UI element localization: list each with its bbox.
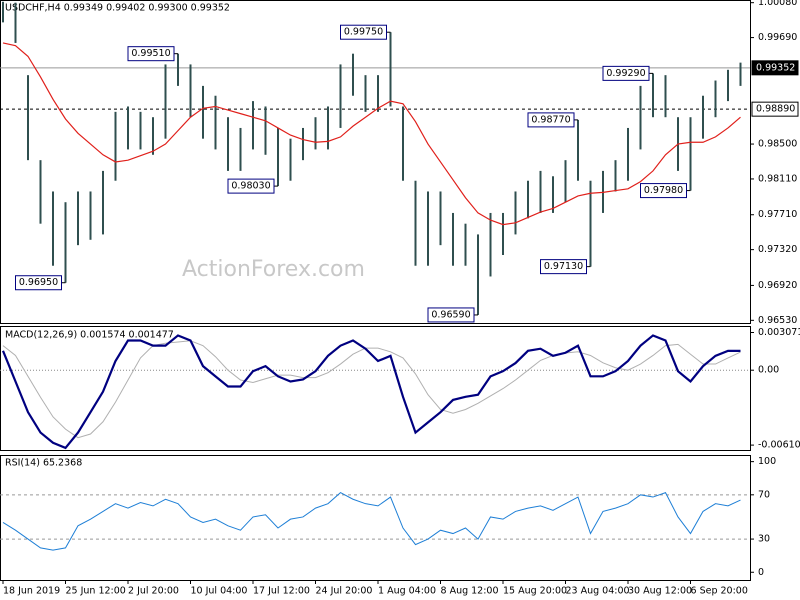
price-label-box <box>751 101 799 117</box>
y-tick-label: 0.97710 <box>758 209 797 220</box>
x-tick-label: 23 Aug 04:00 <box>566 586 630 597</box>
rsi-line <box>2 491 741 551</box>
annotation-box <box>427 307 475 323</box>
y-tick-label: 0.00 <box>758 365 779 376</box>
x-tick-label: 8 Aug 12:00 <box>441 586 499 597</box>
annotation-label: 0.99750 <box>344 27 383 38</box>
y-tick-label: 30 <box>758 534 770 545</box>
annotation-box <box>527 112 575 128</box>
x-tick-label: 15 Aug 20:00 <box>503 586 567 597</box>
y-tick-label: 0.98500 <box>758 139 797 150</box>
x-tick-label: 10 Jul 04:00 <box>191 586 248 597</box>
y-tick-label: 0.96530 <box>758 315 797 326</box>
price-label: 0.98890 <box>756 104 795 115</box>
y-tick-label: 100 <box>758 456 776 467</box>
panel-frame <box>0 326 751 451</box>
x-tick-label: 17 Jul 12:00 <box>253 586 310 597</box>
annotation-label: 0.98030 <box>231 181 270 192</box>
moving-average <box>2 42 741 226</box>
annotation-box <box>602 65 650 81</box>
x-tick-label: 18 Jun 2019 <box>3 586 60 597</box>
y-tick-label: 0.003071 <box>758 327 800 338</box>
main-title: USDCHF,H4 0.99349 0.99402 0.99300 0.9935… <box>5 3 230 14</box>
y-tick-label: 0.99690 <box>758 32 797 43</box>
x-tick-label: 6 Sep 20:00 <box>691 586 748 597</box>
macd-title: MACD(12,26,9) 0.001574 0.001477 <box>5 330 174 341</box>
annotation-label: 0.97130 <box>544 261 583 272</box>
y-tick-label: 0.98110 <box>758 173 797 184</box>
x-tick-label: 25 Jun 12:00 <box>66 586 126 597</box>
annotation-box <box>15 275 62 291</box>
annotation-label: 0.98770 <box>531 114 570 125</box>
panel-frame <box>0 0 751 324</box>
rsi-title: RSI(14) 65.2368 <box>5 458 82 469</box>
annotation-label: 0.99510 <box>131 48 170 59</box>
annotation-box <box>340 24 387 40</box>
price-label: 0.99352 <box>756 62 795 73</box>
annotation-label: 0.99290 <box>606 68 645 79</box>
y-tick-label: 70 <box>758 489 770 500</box>
annotation-box <box>540 259 587 275</box>
price-label-box <box>751 60 799 76</box>
annotation-box <box>227 178 275 194</box>
annotation-label: 0.96590 <box>431 309 470 320</box>
annotation-box <box>127 46 175 62</box>
y-tick-label: 0.96920 <box>758 280 797 291</box>
annotation-label: 0.97980 <box>644 185 683 196</box>
annotation-box <box>640 183 687 199</box>
panel-frame <box>0 455 751 581</box>
x-tick-label: 1 Aug 04:00 <box>378 586 436 597</box>
y-tick-label: 1.00080 <box>758 0 797 8</box>
x-tick-label: 2 Jul 20:00 <box>128 586 179 597</box>
watermark: ActionForex.com <box>182 257 365 282</box>
annotation-label: 0.96950 <box>19 277 58 288</box>
macd-line <box>1 334 741 450</box>
x-tick-label: 24 Jul 20:00 <box>316 586 373 597</box>
y-tick-label: 0.97320 <box>758 244 797 255</box>
x-tick-label: 30 Aug 12:00 <box>628 586 692 597</box>
y-tick-label: 0 <box>758 567 764 578</box>
